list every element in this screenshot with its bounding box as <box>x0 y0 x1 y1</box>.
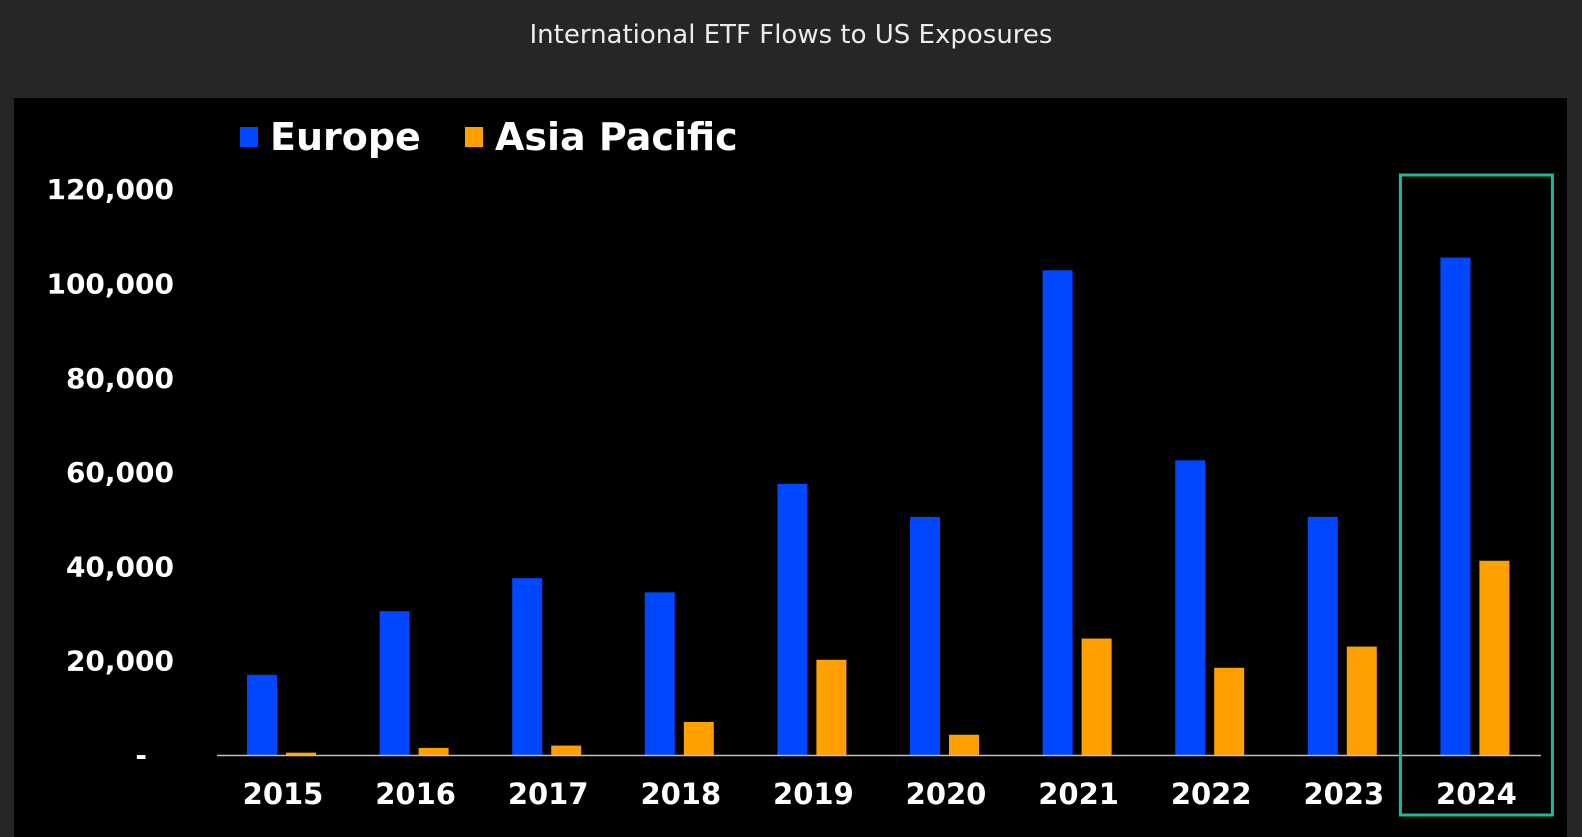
legend-label: Europe <box>270 115 421 159</box>
x-tick-label: 2016 <box>375 777 456 811</box>
bar-europe-2016 <box>379 611 410 755</box>
bar-chart: Europe Asia Pacific - 20,000 40,000 60,000 80… <box>46 115 1554 817</box>
bar-europe-2019 <box>777 483 808 755</box>
x-tick-label: 2021 <box>1038 777 1119 811</box>
bar-asia-pacific-2016 <box>418 747 449 755</box>
bar-asia-pacific-2021 <box>1081 638 1112 755</box>
chart-title: International ETF Flows to US Exposures <box>529 20 1053 50</box>
bar-europe-2018 <box>644 592 675 755</box>
legend: Europe Asia Pacific <box>240 115 738 159</box>
bar-asia-pacific-2023 <box>1346 646 1377 755</box>
x-tick-label: 2019 <box>773 777 854 811</box>
x-tick-label: 2017 <box>508 777 589 811</box>
highlight-layer <box>1398 173 1554 817</box>
bar-asia-pacific-2019 <box>816 659 847 755</box>
bar-europe-2023 <box>1307 516 1338 755</box>
y-tick-label: 80,000 <box>66 362 174 395</box>
bar-europe-2021 <box>1042 270 1073 755</box>
x-axis: 2015 2016 2017 2018 2019 2020 2021 2022 2023 2024 <box>217 754 1541 811</box>
x-tick-label: 2018 <box>640 777 721 811</box>
y-tick-label: 40,000 <box>66 550 174 583</box>
bar-asia-pacific-2017 <box>551 745 582 755</box>
bar-europe-2017 <box>512 578 543 755</box>
bar-asia-pacific-2024 <box>1479 560 1510 755</box>
x-tick-label: 2023 <box>1303 777 1384 811</box>
y-tick-label: 20,000 <box>66 645 174 678</box>
y-tick-label: 100,000 <box>46 268 174 301</box>
highlight-box <box>1398 173 1554 817</box>
bar-asia-pacific-2022 <box>1214 667 1245 755</box>
y-tick-label: - <box>135 739 147 772</box>
x-tick-label: 2024 <box>1436 777 1517 811</box>
legend-label: Asia Pacific <box>495 115 738 159</box>
legend-swatch <box>465 127 483 147</box>
x-tick-label: 2022 <box>1171 777 1252 811</box>
bar-asia-pacific-2020 <box>949 734 979 755</box>
bar-europe-2024 <box>1440 257 1471 755</box>
y-axis: - 20,000 40,000 60,000 80,000 100,000 120,000 <box>46 173 174 772</box>
bar-asia-pacific-2018 <box>683 721 714 755</box>
bars <box>247 257 1510 755</box>
bar-europe-2022 <box>1175 460 1206 755</box>
bar-europe-2015 <box>247 674 277 755</box>
bar-europe-2020 <box>910 516 940 755</box>
chart-panel: Europe Asia Pacific - 20,000 40,000 60,000 80… <box>14 98 1567 837</box>
y-tick-label: 60,000 <box>66 456 174 489</box>
bar-asia-pacific-2015 <box>286 752 316 755</box>
x-tick-label: 2015 <box>243 777 324 811</box>
chart-header: International ETF Flows to US Exposures <box>0 0 1582 78</box>
x-tick-label: 2020 <box>906 777 987 811</box>
y-tick-label: 120,000 <box>46 173 174 206</box>
legend-swatch <box>240 127 258 147</box>
